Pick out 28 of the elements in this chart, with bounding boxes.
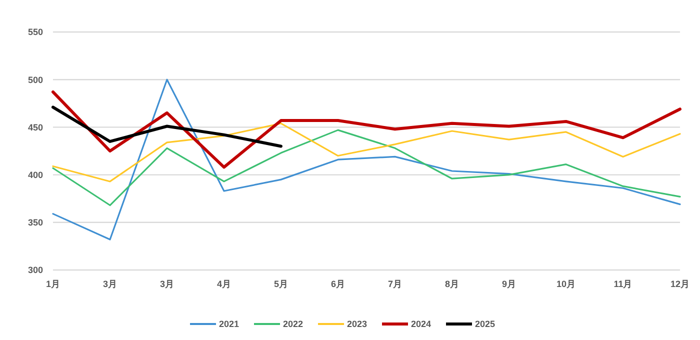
line-series bbox=[52, 129, 681, 206]
y-tick-label: 450 bbox=[28, 122, 43, 132]
legend-label: 2022 bbox=[283, 319, 304, 330]
legend-label: 2024 bbox=[411, 319, 432, 330]
line-series bbox=[52, 106, 282, 148]
x-tick-label: 4月 bbox=[216, 279, 232, 289]
y-tick-label: 500 bbox=[28, 74, 43, 85]
x-tick-label: 7月 bbox=[388, 279, 402, 289]
x-tick-label: 3月 bbox=[102, 279, 118, 289]
legend-label: 2025 bbox=[475, 319, 496, 330]
x-tick-label: 9月 bbox=[502, 279, 516, 289]
line-series bbox=[52, 78, 681, 240]
y-tick-label: 400 bbox=[28, 170, 43, 180]
x-tick-label: 11月 bbox=[614, 279, 632, 289]
x-tick-label: 12月 bbox=[670, 279, 690, 289]
y-tick-label: 300 bbox=[28, 265, 43, 276]
y-tick-label: 550 bbox=[28, 27, 43, 38]
line-series bbox=[52, 90, 682, 169]
x-tick-label: 10月 bbox=[556, 279, 576, 289]
x-tick-label: 3月 bbox=[160, 279, 174, 289]
legend-label: 2023 bbox=[347, 319, 368, 330]
line-series bbox=[52, 122, 681, 182]
x-tick-label: 8月 bbox=[444, 279, 460, 289]
x-tick-label: 1月 bbox=[46, 279, 60, 289]
x-tick-label: 5月 bbox=[274, 279, 288, 289]
legend-label: 2021 bbox=[219, 319, 240, 330]
x-tick-label: 6月 bbox=[330, 279, 346, 289]
y-tick-label: 350 bbox=[28, 218, 43, 228]
